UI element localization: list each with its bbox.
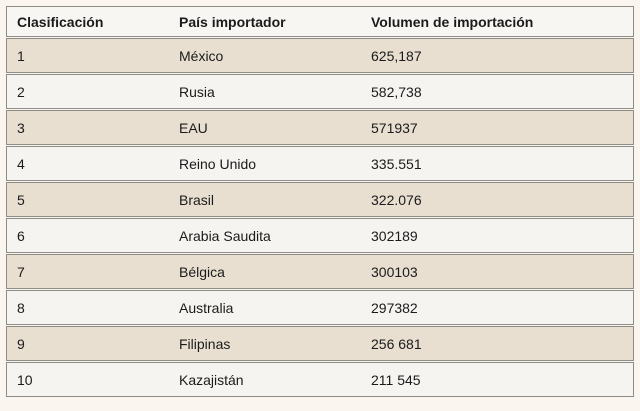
column-header-volume: Volumen de importación [361, 6, 634, 37]
country-cell: México [169, 38, 361, 73]
rank-cell: 3 [6, 110, 169, 145]
table-row: 7 Bélgica 300103 [6, 254, 634, 289]
rank-cell: 2 [6, 74, 169, 109]
rank-cell: 8 [6, 290, 169, 325]
table-row: 5 Brasil 322.076 [6, 182, 634, 217]
rank-cell: 10 [6, 362, 169, 397]
table-row: 9 Filipinas 256 681 [6, 326, 634, 361]
volume-cell: 335.551 [361, 146, 634, 181]
table-header: Clasificación País importador Volumen de… [6, 6, 634, 37]
table-row: 2 Rusia 582,738 [6, 74, 634, 109]
volume-cell: 300103 [361, 254, 634, 289]
country-cell: Bélgica [169, 254, 361, 289]
country-cell: EAU [169, 110, 361, 145]
rank-cell: 1 [6, 38, 169, 73]
table-row: 6 Arabia Saudita 302189 [6, 218, 634, 253]
country-cell: Arabia Saudita [169, 218, 361, 253]
table-row: 4 Reino Unido 335.551 [6, 146, 634, 181]
rank-cell: 4 [6, 146, 169, 181]
country-cell: Brasil [169, 182, 361, 217]
rank-cell: 7 [6, 254, 169, 289]
country-cell: Australia [169, 290, 361, 325]
rank-cell: 9 [6, 326, 169, 361]
table-row: 1 México 625,187 [6, 38, 634, 73]
column-header-country: País importador [169, 6, 361, 37]
volume-cell: 211 545 [361, 362, 634, 397]
table-row: 10 Kazajistán 211 545 [6, 362, 634, 397]
volume-cell: 256 681 [361, 326, 634, 361]
table-body: 1 México 625,187 2 Rusia 582,738 3 EAU 5… [6, 38, 634, 397]
volume-cell: 582,738 [361, 74, 634, 109]
rank-cell: 6 [6, 218, 169, 253]
table-row: 3 EAU 571937 [6, 110, 634, 145]
volume-cell: 625,187 [361, 38, 634, 73]
volume-cell: 297382 [361, 290, 634, 325]
volume-cell: 322.076 [361, 182, 634, 217]
volume-cell: 302189 [361, 218, 634, 253]
rank-cell: 5 [6, 182, 169, 217]
table-row: 8 Australia 297382 [6, 290, 634, 325]
import-ranking-table: Clasificación País importador Volumen de… [6, 5, 634, 398]
header-row: Clasificación País importador Volumen de… [6, 6, 634, 37]
country-cell: Reino Unido [169, 146, 361, 181]
column-header-rank: Clasificación [6, 6, 169, 37]
volume-cell: 571937 [361, 110, 634, 145]
country-cell: Rusia [169, 74, 361, 109]
country-cell: Filipinas [169, 326, 361, 361]
country-cell: Kazajistán [169, 362, 361, 397]
